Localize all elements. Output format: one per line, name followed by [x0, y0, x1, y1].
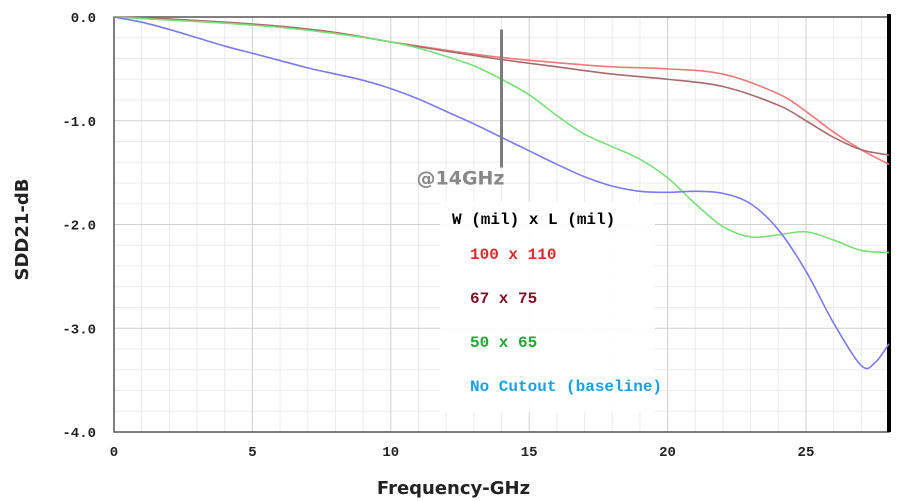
frequency-marker-14ghz: @14GHz: [417, 29, 505, 189]
legend: W (mil) x L (mil) 100 x 110 67 x 75 50 x 6…: [440, 202, 662, 412]
x-tick-label: 10: [382, 445, 399, 461]
x-axis-title: Frequency-GHz: [377, 478, 530, 499]
y-tick-label: -4.0: [62, 426, 96, 442]
y-tick-label: 0.0: [71, 11, 96, 27]
legend-background: [440, 202, 655, 412]
x-tick-label: 0: [110, 445, 118, 461]
y-tick-label: -3.0: [62, 322, 96, 338]
series-layer: [113, 16, 890, 370]
series-line-4: [113, 16, 890, 370]
x-tick-label: 25: [798, 445, 815, 461]
legend-entry-1: 100 x 110: [470, 246, 556, 264]
legend-entries: 100 x 110 67 x 75 50 x 65 No Cutout (baseli…: [470, 246, 662, 396]
legend-entry-4: No Cutout (baseline): [470, 378, 662, 396]
legend-entry-2: 67 x 75: [470, 290, 537, 308]
x-tick-label: 15: [521, 445, 538, 461]
y-tick-label: -2.0: [62, 219, 96, 235]
series-line-3: [113, 16, 890, 254]
series-line-2: [113, 16, 890, 156]
y-tick-label: -1.0: [62, 115, 96, 131]
legend-title: W (mil) x L (mil): [452, 211, 615, 229]
legend-entry-3: 50 x 65: [470, 334, 537, 352]
x-axis-ticks: 0 5 10 15 20 25: [110, 445, 815, 461]
x-tick-label: 5: [248, 445, 256, 461]
marker-label: @14GHz: [417, 167, 505, 189]
x-tick-label: 20: [659, 445, 676, 461]
y-axis-ticks: 0.0 -1.0 -2.0 -3.0 -4.0: [62, 11, 96, 442]
y-axis-title: SDD21-dB: [12, 179, 33, 281]
